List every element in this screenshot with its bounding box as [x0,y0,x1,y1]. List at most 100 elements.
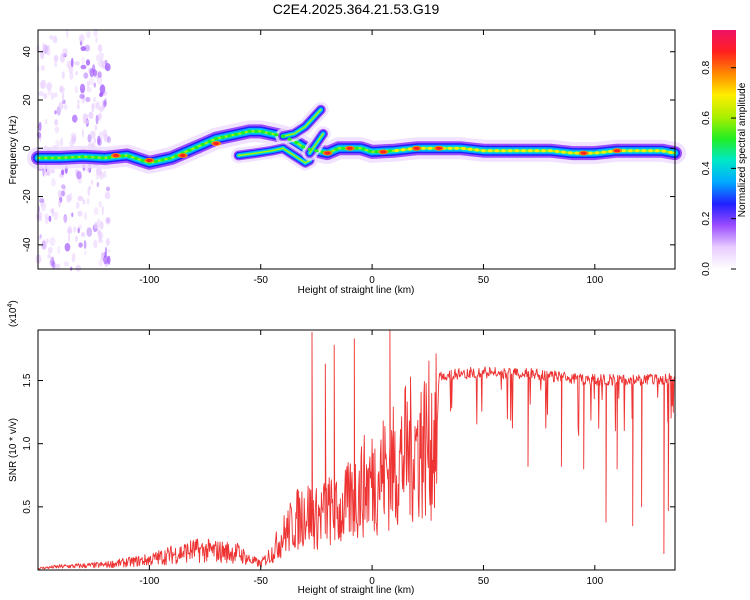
ridge-bead [187,148,192,152]
noise-mark [46,82,53,91]
ridge-bead [574,151,580,155]
ridge-bead [207,139,212,144]
noise-mark [73,226,77,233]
noise-mark [49,236,56,246]
noise-mark [77,195,84,202]
colorbar-tick-label: 0.8 [701,60,712,74]
noise-mark [66,194,71,203]
ridge-bead [394,148,399,153]
noise-mark [54,60,58,68]
ridge-bead [100,156,105,160]
noise-mark [92,97,97,103]
noise-mark [101,205,104,216]
ridge-bead [87,155,92,159]
noise-mark [55,263,61,269]
ridge-bead [648,149,653,153]
noise-mark [93,82,97,88]
hot-spot-core [346,146,353,150]
noise-mark [74,85,79,93]
noise-mark [86,87,92,93]
snr-exponent-power: 4 [7,304,14,308]
noise-mark [106,186,110,192]
noise-mark [107,136,111,144]
snr-ylabel: SNR (10 * v/v) [8,418,19,482]
noise-mark [97,228,101,235]
ridge-bead [274,133,279,137]
noise-mark [60,184,66,190]
noise-mark [98,106,105,112]
ridge-bead [534,149,540,153]
snr-exponent-close: ) [8,300,19,303]
snr-exponent: (x104) [7,300,19,327]
noise-mark [51,178,56,187]
noise-mark [86,198,90,205]
ridge-bead [427,146,433,150]
noise-mark [95,54,99,62]
ridge-bead [220,135,226,139]
noise-mark [49,34,54,40]
ridge-bead [133,156,139,161]
ridge-bead [340,146,346,150]
ridge-bead [528,149,533,153]
noise-mark [90,179,94,186]
colorbar-tick-label: 0.2 [701,211,712,225]
noise-mark [81,128,84,138]
noise-mark [59,87,66,92]
noise-mark [76,99,80,104]
ridge-bead [481,149,486,153]
noise-mark [50,209,54,214]
noise-mark [70,57,74,68]
noise-mark [103,170,107,178]
ridge-bead [127,154,132,158]
ridge-bead [374,150,379,154]
ridge-bead [467,147,473,151]
colorbar: 0.0 0.2 0.4 0.6 0.8 Normalized spectral ampl… [701,30,748,276]
noise-mark [84,44,91,52]
noise-mark [90,130,96,139]
ridge-lower-branch [237,147,311,164]
ridge-bead [46,156,52,160]
colorbar-tick-label: 0.4 [701,161,712,175]
ridge-bead [634,149,640,153]
ridge-bead [621,149,626,153]
noise-mark [80,232,86,237]
noise-mark [55,139,61,149]
hot-spot-core [380,150,387,154]
noise-mark [78,34,85,43]
x-tick-label: 0 [369,275,375,286]
snr-xlabel: Height of straight line (km) [298,585,415,596]
ridge-bead [314,149,319,153]
noise-mark [98,258,104,267]
noise-mark [61,169,64,176]
noise-mark [38,121,42,132]
noise-mark [70,137,76,142]
noise-mark [104,63,111,72]
ridge-bead [387,149,393,153]
noise-mark [66,29,69,38]
noise-mark [84,250,87,256]
noise-mark [63,104,68,110]
noise-mark [43,93,48,100]
ridge-bead [514,149,520,153]
ridge-bead [360,147,366,151]
ridge-bead [153,159,159,163]
ridge-bead [40,156,45,160]
ridge-bead [193,145,199,149]
ridge-bead [334,147,339,151]
ridge-bead [561,150,566,154]
ridge-bead [240,131,246,135]
noise-mark [44,213,49,219]
spectrogram-xlabel: Height of straight line (km) [298,285,415,296]
ridge-bead [140,159,145,163]
noise-mark [102,129,108,137]
ridge-bead [641,149,647,153]
colorbar-label: Normalized spectral amplitude [737,82,748,217]
ridge-upper-branch-2 [309,133,324,154]
noise-mark [65,46,68,57]
noise-mark [97,135,101,146]
x-tick-label: 50 [478,275,490,286]
hot-spot-core [146,158,153,162]
noise-mark [96,75,103,85]
noise-mark [104,246,108,257]
